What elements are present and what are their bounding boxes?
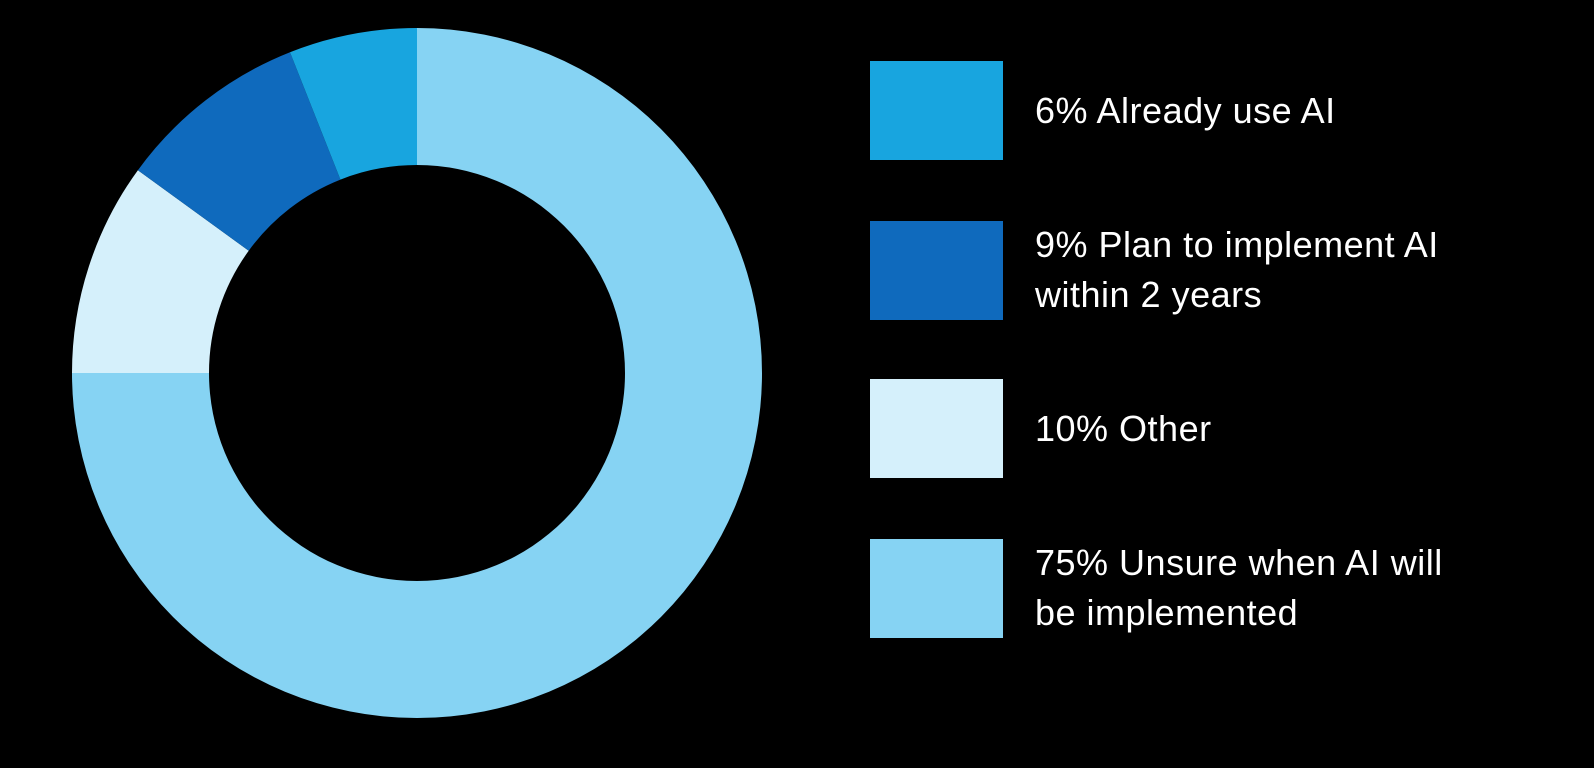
- legend-entry: 10% Other: [870, 379, 1455, 478]
- legend-label: 10% Other: [1035, 407, 1212, 449]
- donut-slice: [72, 28, 762, 718]
- legend-label: 6% Already use AI: [1035, 89, 1336, 131]
- donut-slice: [289, 28, 417, 180]
- legend-label: 9% Plan to implement AI within 2 years: [1035, 224, 1439, 315]
- legend-label: 75% Unsure when AI will be implemented: [1035, 542, 1443, 633]
- donut-slice: [137, 52, 341, 251]
- legend-entry: 75% Unsure when AI will be implemented: [870, 538, 1455, 638]
- legend-swatch: [870, 538, 1003, 638]
- legend-entry: 9% Plan to implement AI within 2 years: [870, 220, 1455, 320]
- legend-swatch: [870, 220, 1003, 320]
- donut-plot: [72, 28, 762, 718]
- legend-entry: 6% Already use AI: [870, 61, 1455, 160]
- donut-slice: [72, 170, 249, 373]
- legend-swatch: [870, 61, 1003, 160]
- legend-swatch: [870, 379, 1003, 478]
